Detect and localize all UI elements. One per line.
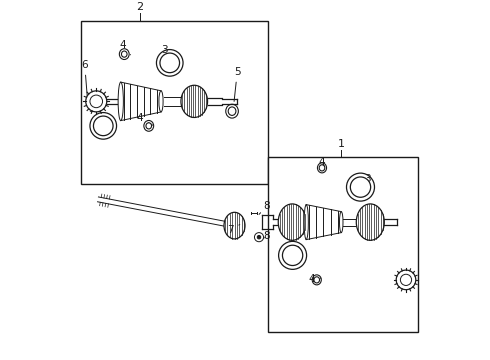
Ellipse shape — [356, 204, 384, 240]
Ellipse shape — [224, 212, 245, 239]
Ellipse shape — [278, 204, 306, 240]
Ellipse shape — [340, 212, 343, 233]
Circle shape — [254, 233, 264, 242]
Text: 3: 3 — [161, 45, 168, 66]
Text: 8: 8 — [259, 201, 270, 215]
Circle shape — [90, 95, 102, 108]
Ellipse shape — [304, 204, 308, 240]
Text: 3: 3 — [288, 246, 300, 256]
Circle shape — [257, 235, 261, 239]
Text: 4: 4 — [308, 274, 321, 284]
Ellipse shape — [319, 165, 325, 171]
Ellipse shape — [159, 91, 163, 112]
Text: 6: 6 — [400, 270, 410, 282]
Circle shape — [160, 53, 179, 73]
Ellipse shape — [181, 85, 208, 117]
Circle shape — [396, 270, 416, 290]
Ellipse shape — [228, 107, 236, 116]
Text: 5: 5 — [234, 67, 241, 102]
Bar — [80, 21, 268, 184]
Text: 3: 3 — [364, 174, 371, 190]
Ellipse shape — [314, 277, 319, 283]
Circle shape — [400, 274, 412, 285]
Text: 4: 4 — [137, 113, 153, 125]
Text: 4: 4 — [318, 157, 324, 167]
Circle shape — [350, 177, 370, 197]
Text: 2: 2 — [136, 2, 144, 12]
Text: 8: 8 — [263, 231, 270, 241]
Text: 6: 6 — [81, 60, 88, 97]
Ellipse shape — [118, 82, 123, 121]
Text: 4: 4 — [119, 40, 130, 55]
Ellipse shape — [122, 51, 127, 57]
Text: 3: 3 — [88, 104, 97, 121]
Text: 1: 1 — [338, 139, 345, 149]
Circle shape — [94, 116, 113, 136]
Circle shape — [282, 245, 303, 266]
Ellipse shape — [146, 123, 151, 129]
Circle shape — [86, 91, 107, 112]
Text: 7: 7 — [227, 225, 240, 235]
Bar — [268, 157, 418, 332]
